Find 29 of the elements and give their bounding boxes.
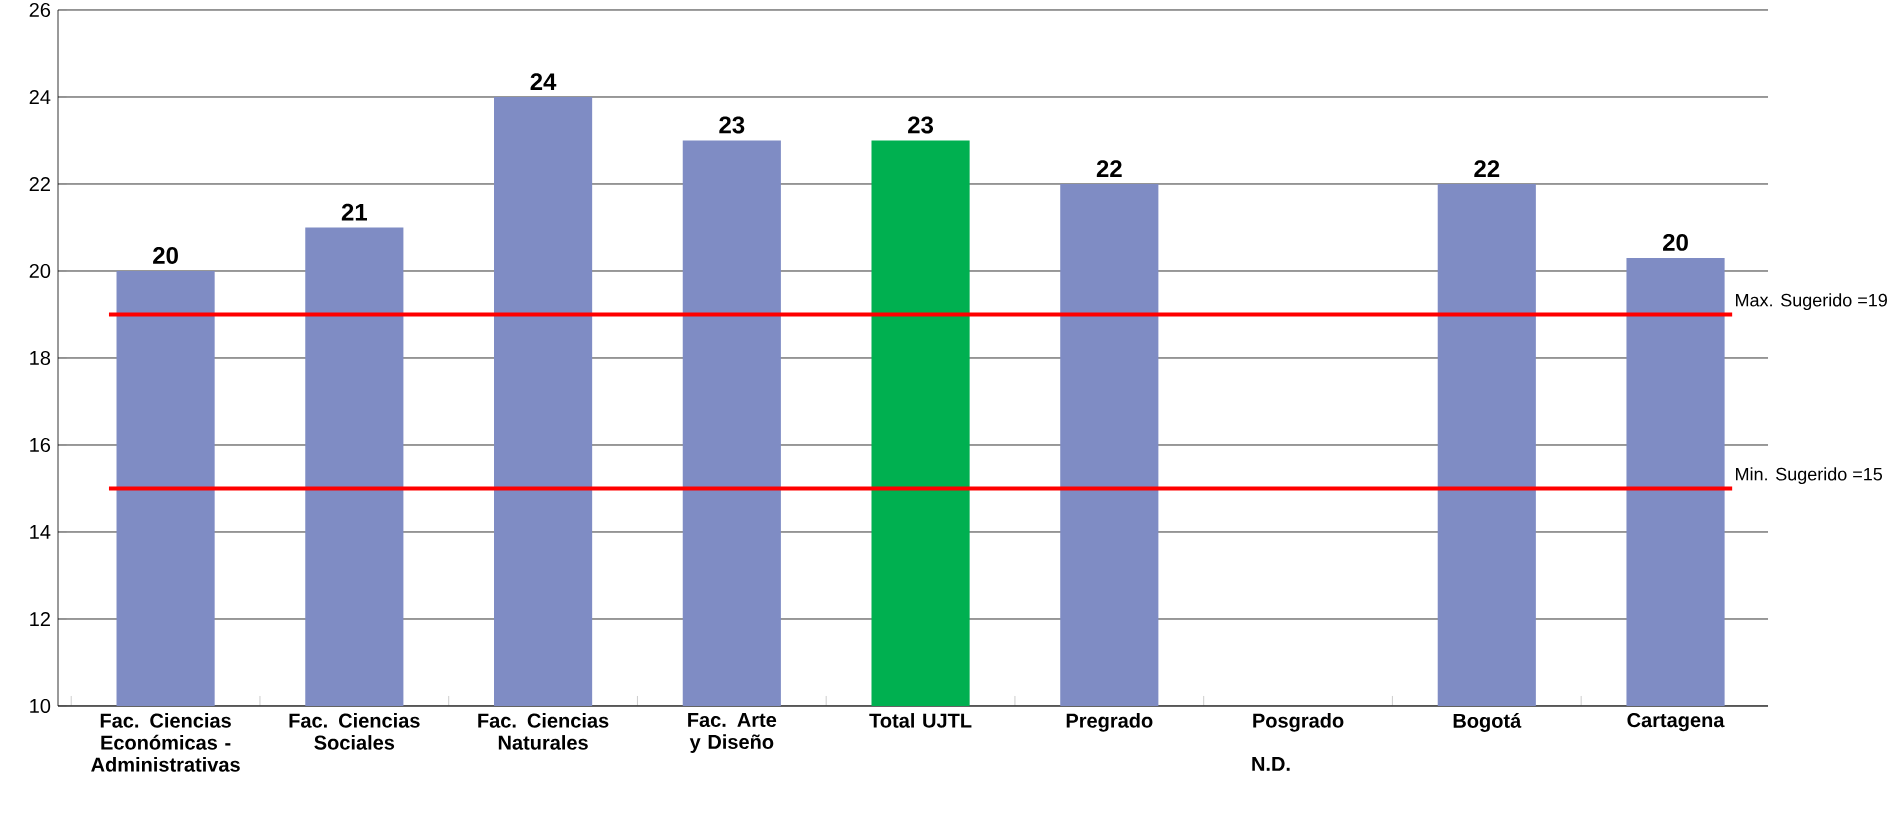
data-label: 23	[908, 116, 934, 134]
x-tick-label: Bogotá	[1453, 713, 1522, 732]
data-label: 22	[1474, 160, 1500, 177]
data-label: 20	[153, 246, 178, 264]
y-tick-label: 26	[29, 2, 51, 18]
y-tick-label: 18	[30, 350, 51, 366]
data-label: 22	[1096, 160, 1122, 177]
x-tick-label: Posgrado	[1253, 713, 1344, 732]
text: N.D.	[1252, 757, 1290, 771]
x-tick-label: Total UJTL	[869, 713, 972, 728]
ref-line-label: Min. Sugerido =15	[1736, 467, 1883, 485]
x-tick-label: Cartagena	[1627, 713, 1725, 732]
y-tick-label: 12	[30, 612, 50, 626]
y-tick-label: 24	[29, 90, 51, 104]
ref-line-label: Max. Sugerido =19	[1736, 293, 1887, 311]
y-tick-label: 14	[30, 525, 51, 539]
data-label: 20	[1663, 233, 1688, 251]
x-tick-label: Fac. Arte y Diseño	[688, 713, 777, 753]
x-tick-label: Fac. Ciencias Naturales	[478, 713, 609, 750]
x-tick-label: Fac. Ciencias Económicas - Administrativas	[91, 713, 240, 772]
x-tick-label: Pregrado	[1066, 713, 1153, 732]
data-label: 21	[341, 203, 367, 221]
y-tick-label: 16	[30, 437, 51, 453]
y-tick-label: 10	[30, 698, 51, 714]
data-label: 23	[719, 116, 745, 134]
data-label: 24	[530, 73, 557, 90]
x-tick-label: Fac. Ciencias Sociales	[289, 713, 420, 750]
y-tick-label: 22	[29, 177, 50, 191]
y-tick-label: 20	[29, 263, 51, 279]
